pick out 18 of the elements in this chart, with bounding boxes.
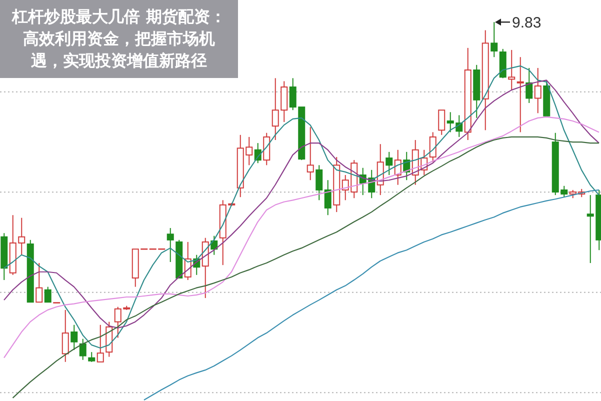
candlestick bbox=[473, 64, 480, 118]
candlestick bbox=[0, 232, 8, 281]
candlestick bbox=[526, 67, 533, 104]
candlestick bbox=[438, 110, 446, 136]
candlestick bbox=[534, 67, 542, 114]
candlestick bbox=[386, 151, 393, 176]
annotation: 9.83 bbox=[512, 14, 542, 32]
candlestick bbox=[306, 126, 314, 181]
candlestick bbox=[516, 56, 524, 133]
candlestick bbox=[36, 262, 43, 303]
candlestick bbox=[166, 228, 174, 263]
candlestick bbox=[482, 30, 489, 131]
candlestick bbox=[324, 180, 332, 216]
candlestick bbox=[96, 324, 104, 362]
text: 杠杆炒股最大几倍 期货配资：高效利用资金，把握市场机遇，实现投资增值新路径 bbox=[0, 0, 238, 78]
candlestick bbox=[316, 164, 323, 201]
candlestick bbox=[508, 49, 516, 91]
candlestick bbox=[490, 22, 498, 58]
